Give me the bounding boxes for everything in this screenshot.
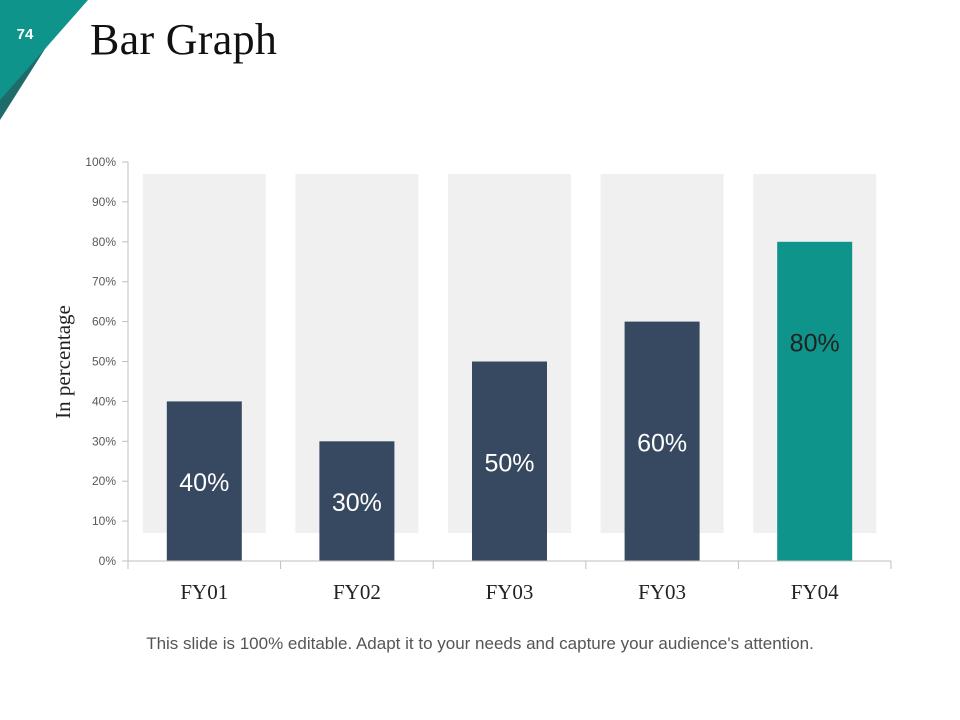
bar: [472, 361, 547, 561]
y-tick-label: 80%: [92, 235, 116, 249]
data-label: 60%: [637, 429, 687, 457]
footer-note: This slide is 100% editable. Adapt it to…: [146, 634, 814, 653]
data-label: 30%: [332, 489, 382, 517]
slide-number-badge: [0, 0, 88, 120]
y-tick-label: 30%: [92, 434, 116, 448]
data-label: 40%: [179, 469, 229, 497]
x-axis: FY01 FY02 FY03 FY03 FY04: [127, 560, 892, 604]
y-tick-label: 60%: [92, 315, 116, 329]
y-tick-label: 20%: [92, 474, 116, 488]
y-tick-label: 100%: [85, 155, 116, 169]
background-bands: [142, 173, 877, 534]
data-label: 80%: [790, 329, 840, 357]
y-tick-label: 90%: [92, 195, 116, 209]
slide-title: Bar Graph: [90, 15, 278, 64]
y-tick-label: 0%: [99, 554, 117, 568]
x-tick-label: FY02: [333, 580, 381, 604]
x-tick-label: FY03: [486, 580, 534, 604]
bar: [624, 321, 700, 561]
x-tick-label: FY04: [791, 580, 839, 604]
y-axis-label: In percentage: [51, 305, 75, 419]
y-tick-label: 40%: [92, 394, 116, 408]
slide-number: 74: [16, 26, 34, 43]
bar: [777, 241, 853, 562]
x-tick-label: FY03: [638, 580, 686, 604]
data-label: 50%: [484, 449, 534, 477]
data-labels: 40% 30% 50% 60% 80%: [179, 329, 839, 517]
badge-accent-shape: [0, 0, 88, 100]
y-tick-label: 70%: [92, 275, 116, 289]
y-tick-label: 10%: [92, 514, 116, 528]
y-tick-label: 50%: [92, 355, 116, 369]
y-axis-ticks: 0% 10% 20% 30% 40% 50% 60% 70% 80% 90% 100%: [85, 155, 129, 568]
bar: [166, 401, 242, 561]
bars: [166, 241, 853, 562]
x-tick-label: FY01: [180, 580, 228, 604]
bar: [319, 441, 395, 561]
